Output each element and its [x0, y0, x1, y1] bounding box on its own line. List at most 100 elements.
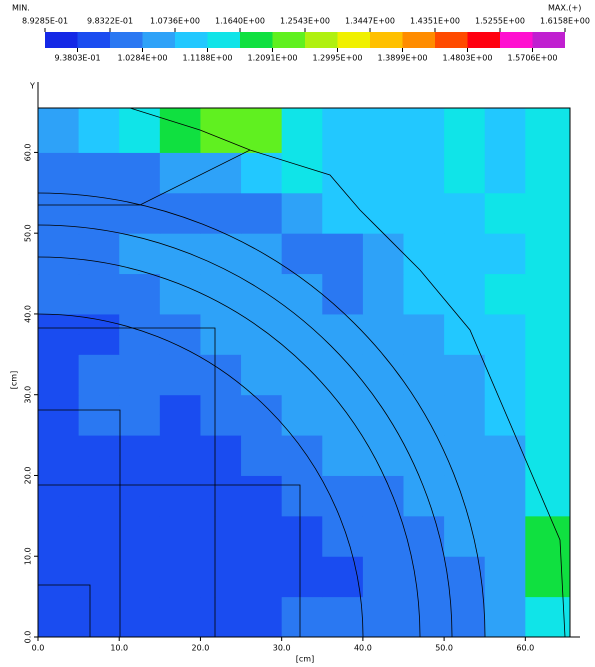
- heatmap-cell: [403, 273, 445, 315]
- colorbar-label: 1.5255E+00: [475, 17, 525, 26]
- heatmap-cell: [200, 394, 242, 436]
- heatmap-cell: [444, 515, 486, 557]
- heatmap-cell: [78, 192, 120, 234]
- x-tick-label: 20.0: [192, 644, 210, 653]
- heatmap-cell: [322, 556, 364, 598]
- heatmap-cell: [119, 435, 161, 476]
- heatmap-cell: [444, 394, 486, 436]
- heatmap-cell: [525, 152, 571, 194]
- heatmap-cell: [525, 313, 571, 355]
- heatmap-cell: [38, 108, 80, 153]
- heatmap-cell: [241, 596, 283, 638]
- heatmap-cell: [159, 313, 201, 355]
- heatmap-cell: [281, 475, 323, 517]
- y-tick-label: 10.0: [24, 547, 33, 565]
- heatmap-cell: [444, 556, 486, 598]
- heatmap-cell: [281, 596, 323, 638]
- colorbar-swatch: [532, 32, 565, 48]
- heatmap-cell: [78, 233, 120, 275]
- x-tick-label: 10.0: [110, 644, 128, 653]
- heatmap-cell: [119, 475, 161, 517]
- heatmap-cell: [403, 515, 445, 557]
- heatmap-cell: [403, 313, 445, 355]
- heatmap-cell: [525, 273, 571, 315]
- heatmap-cell: [484, 435, 526, 476]
- y-tick-label: 30.0: [24, 386, 33, 404]
- heatmap-cell: [200, 192, 242, 234]
- heatmap-cell: [200, 313, 242, 355]
- heatmap-cell: [484, 596, 526, 638]
- heatmap-cell: [444, 313, 486, 355]
- heatmap-cell: [200, 273, 242, 315]
- colorbar-label: 8.9285E-01: [22, 17, 68, 26]
- colorbar-swatch: [305, 32, 338, 48]
- heatmap-cell: [444, 192, 486, 234]
- heatmap-cell: [38, 596, 80, 638]
- heatmap-cell: [78, 556, 120, 598]
- colorbar-swatch: [45, 32, 78, 48]
- heatmap-cell: [403, 192, 445, 234]
- colorbar-label: 1.4351E+00: [410, 17, 460, 26]
- heatmap-cell: [444, 273, 486, 315]
- heatmap-cell: [159, 233, 201, 275]
- heatmap-cell: [78, 435, 120, 476]
- y-axis-label: [cm]: [10, 371, 19, 389]
- heatmap-cell: [484, 394, 526, 436]
- colorbar-max-label: MAX.(+): [548, 4, 581, 13]
- y-tick-label: 60.0: [24, 144, 33, 162]
- heatmap-cell: [525, 354, 571, 396]
- heatmap-cell: [159, 354, 201, 396]
- heatmap-cell: [78, 596, 120, 638]
- heatmap-cell: [159, 273, 201, 315]
- colorbar-swatch: [110, 32, 143, 48]
- heatmap-cell: [241, 233, 283, 275]
- heatmap-cell: [484, 233, 526, 275]
- heatmap-cell: [322, 354, 364, 396]
- heatmap-cell: [362, 273, 404, 315]
- heatmap-cell: [159, 192, 201, 234]
- heatmap-cell: [403, 152, 445, 194]
- colorbar-label: 1.2995E+00: [313, 54, 363, 63]
- heatmap-cell: [281, 108, 323, 153]
- heatmap-cell: [241, 152, 283, 194]
- heatmap-cell: [484, 192, 526, 234]
- heatmap-cell: [241, 556, 283, 598]
- x-axis-label: [cm]: [296, 655, 314, 664]
- heatmap-cell: [38, 394, 80, 436]
- heatmap-cell: [322, 515, 364, 557]
- heatmap-cell: [362, 233, 404, 275]
- heatmap-cell: [322, 596, 364, 638]
- heatmap-cell: [241, 354, 283, 396]
- heatmap-cell: [78, 475, 120, 517]
- heatmap-cell: [403, 435, 445, 476]
- heatmap-cell: [119, 354, 161, 396]
- heatmap-cell: [362, 596, 404, 638]
- heatmap-cell: [159, 108, 201, 153]
- heatmap-cell: [78, 273, 120, 315]
- heatmap-cell: [38, 435, 80, 476]
- heatmap-cell: [322, 394, 364, 436]
- heatmap-cell: [444, 152, 486, 194]
- colorbar-swatch: [337, 32, 370, 48]
- colorbar-label: 1.2543E+00: [280, 17, 330, 26]
- colorbar-swatch: [272, 32, 305, 48]
- heatmap-cell: [159, 556, 201, 598]
- heatmap-cell: [200, 435, 242, 476]
- colorbar-label: 1.1188E+00: [183, 54, 233, 63]
- heatmap-cell: [281, 556, 323, 598]
- heatmap-cell: [362, 108, 404, 153]
- heatmap-cell: [200, 515, 242, 557]
- heatmap-cell: [403, 394, 445, 436]
- heatmap-cell: [362, 556, 404, 598]
- heatmap-cell: [159, 515, 201, 557]
- heatmap-cell: [38, 152, 80, 194]
- colorbar-swatch: [402, 32, 435, 48]
- heatmap-cell: [281, 152, 323, 194]
- heatmap-cell: [322, 313, 364, 355]
- heatmap-cell: [38, 475, 80, 517]
- heatmap-cell: [322, 108, 364, 153]
- heatmap-cell: [362, 152, 404, 194]
- heatmap-cell: [159, 435, 201, 476]
- heatmap-cell: [78, 394, 120, 436]
